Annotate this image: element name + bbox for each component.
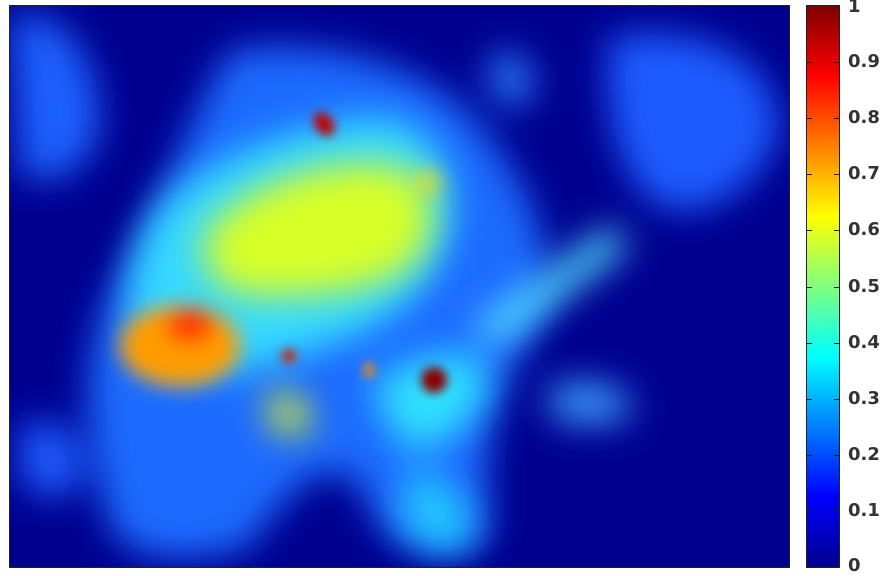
colorbar-tick-label: 0.5 — [848, 275, 880, 297]
colorbar-tick-label: 1 — [848, 0, 861, 17]
heatmap-plot-area — [9, 5, 790, 568]
colorbar-tick-label: 0.4 — [848, 331, 880, 353]
colorbar-tick-label: 0.9 — [848, 51, 880, 73]
colorbar-tick-label: 0.1 — [848, 499, 880, 521]
heatmap-hotspot-layer — [282, 112, 447, 393]
colorbar-tick-label: 0.6 — [848, 219, 880, 241]
heatmap-high-intensity-layer — [203, 163, 432, 433]
colorbar-tick-label: 0.7 — [848, 163, 880, 185]
heatmap-peak-layer — [120, 172, 440, 386]
colorbar-tick-label: 0 — [848, 555, 861, 576]
colorbar-tick-label: 0.8 — [848, 107, 880, 129]
colorbar-tick-label: 0.3 — [848, 387, 880, 409]
colorbar-tick-label: 0.2 — [848, 443, 880, 465]
colorbar — [806, 5, 840, 568]
colorbar-gradient — [807, 6, 839, 567]
heatmap-image — [10, 6, 789, 567]
